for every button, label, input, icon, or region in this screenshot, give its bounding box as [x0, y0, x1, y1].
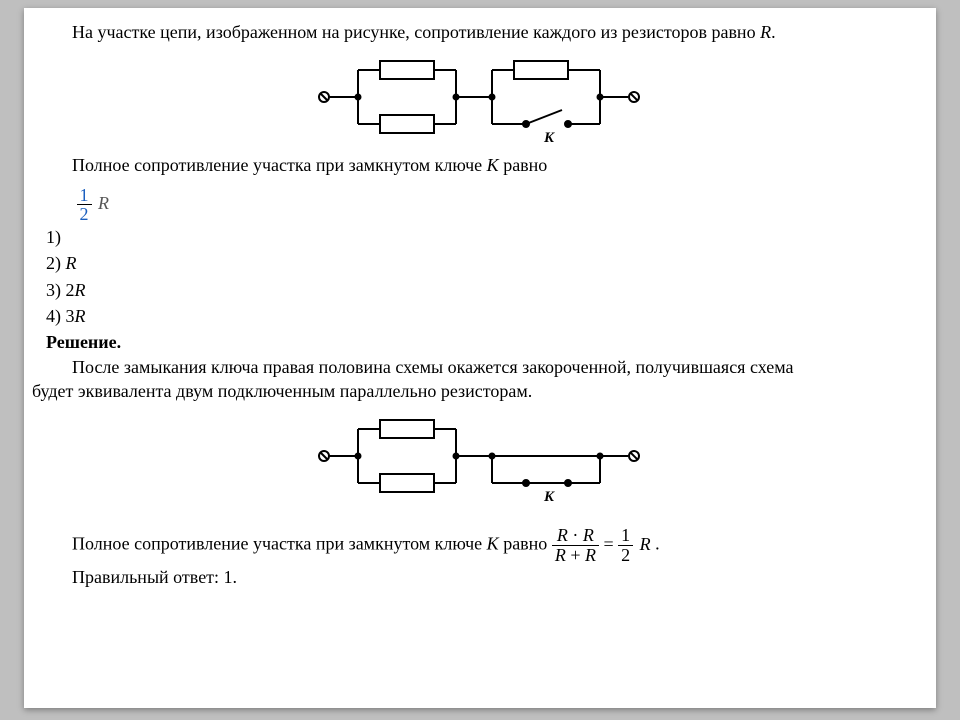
- frac-num: 1: [77, 186, 92, 206]
- question-text: Полное сопротивление участка при замкнут…: [72, 155, 487, 175]
- lhs-den: R + R: [552, 546, 599, 565]
- intro-R: R: [760, 22, 771, 42]
- final-dot: .: [655, 534, 660, 554]
- option-4-R: R: [75, 306, 86, 326]
- option-1: 1): [46, 224, 928, 250]
- option-1-frac: 1 2: [77, 186, 92, 225]
- problem-intro: На участке цепи, изображенном на рисунке…: [72, 20, 928, 44]
- lhs-num: R · R: [552, 526, 599, 546]
- option-2-R: R: [66, 253, 77, 273]
- lhs-num-dot: ·: [572, 525, 578, 545]
- frac-R: R: [96, 193, 109, 213]
- circuit-diagram-1: K: [310, 50, 650, 145]
- option-3-R: R: [75, 280, 86, 300]
- frac-den: 2: [77, 205, 92, 224]
- intro-text: На участке цепи, изображенном на рисунке…: [72, 22, 760, 42]
- solution-p1a: После замыкания ключа правая половина сх…: [72, 355, 928, 379]
- rhs-den: 2: [618, 546, 633, 565]
- solution-heading: Решение.: [46, 329, 928, 355]
- spacer: [32, 506, 928, 526]
- answer-line: Правильный ответ: 1.: [72, 565, 928, 589]
- question-line: Полное сопротивление участка при замкнут…: [72, 153, 928, 177]
- formula-lhs: R · R R + R: [552, 526, 599, 565]
- question-tail: равно: [499, 155, 548, 175]
- options-list: 1) 2) R 3) 2R 4) 3R Решение.: [46, 224, 928, 354]
- rhs-num: 1: [618, 526, 633, 546]
- switch-label-K: K: [543, 130, 555, 145]
- lhs-num-a: R: [557, 525, 568, 545]
- final-pre: Полное сопротивление участка при замкнут…: [72, 534, 487, 554]
- formula: R · R R + R = 1 2 R: [552, 534, 655, 554]
- circuit-diagram-2: K: [310, 409, 650, 504]
- option-1-label: 1): [46, 227, 61, 247]
- intro-dot: .: [771, 22, 776, 42]
- option-2-pre: 2): [46, 253, 66, 273]
- formula-rhs-frac: 1 2: [618, 526, 633, 565]
- lhs-num-b: R: [583, 525, 594, 545]
- rhs-R: R: [638, 534, 651, 554]
- final-mid: равно: [499, 534, 552, 554]
- lhs-den-b: R: [585, 545, 596, 565]
- switch-label-K-2: K: [543, 489, 555, 504]
- option-4-pre: 4) 3: [46, 306, 75, 326]
- option-4: 4) 3R: [46, 303, 928, 329]
- option-1-frac-row: 1 2 R: [46, 186, 928, 225]
- option-3-pre: 3) 2: [46, 280, 75, 300]
- question-K: K: [487, 155, 499, 175]
- lhs-den-a: R: [555, 545, 566, 565]
- option-2: 2) R: [46, 250, 928, 276]
- final-line: Полное сопротивление участка при замкнут…: [72, 526, 928, 565]
- solution-heading-text: Решение.: [46, 332, 121, 352]
- solution-p1b: будет эквивалента двум подключенным пара…: [32, 379, 928, 403]
- option-3: 3) 2R: [46, 277, 928, 303]
- lhs-den-plus: +: [566, 545, 585, 565]
- formula-eq: =: [603, 534, 618, 554]
- spacer: [32, 178, 928, 186]
- page: На участке цепи, изображенном на рисунке…: [24, 8, 936, 708]
- final-K: K: [487, 534, 499, 554]
